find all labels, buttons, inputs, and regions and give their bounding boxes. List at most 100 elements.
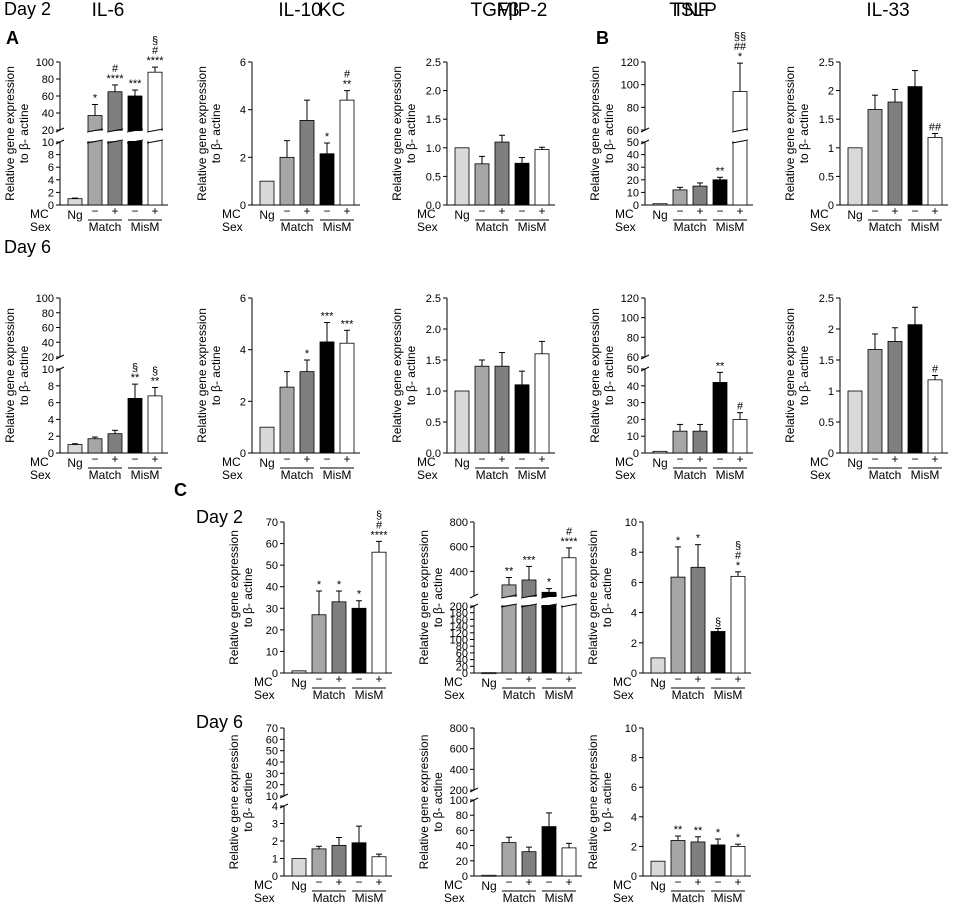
bar-4 — [339, 342, 355, 454]
y-axis-label-2: to β- actine — [241, 772, 255, 832]
x-label-mc: + — [696, 204, 703, 218]
x-label-mc: + — [303, 204, 310, 218]
signif-label: * — [736, 560, 741, 572]
y-tick-label: 80 — [627, 102, 639, 114]
bar-3 — [514, 162, 530, 206]
chart-il33_d2: IL-33 Relative gene expression to β- actin… — [783, 0, 948, 234]
bar-break-mark — [540, 603, 558, 608]
y-tick-label: 0 — [272, 668, 278, 680]
y-tick-label: 100 — [450, 795, 468, 807]
signif-label: * — [337, 579, 342, 591]
bar-break-mark — [560, 594, 578, 599]
x-label-ng: Ng — [481, 676, 496, 690]
row-label-mc: MC — [444, 675, 463, 689]
row-label-sex: Sex — [613, 688, 634, 702]
x-label-ng: Ng — [259, 456, 274, 470]
x-label-mc: − — [315, 672, 322, 686]
x-label-match: Match — [869, 468, 902, 482]
y-axis-label: Relative gene expression — [586, 735, 600, 870]
y-tick-label: 50 — [627, 364, 639, 376]
bar-break-mark — [126, 139, 144, 144]
signif-label: ** — [505, 566, 514, 578]
y-tick-label: 80 — [456, 810, 468, 822]
y-tick-label: 40 — [627, 381, 639, 393]
x-label-mc: + — [498, 204, 505, 218]
bar-4 — [732, 418, 748, 454]
day-label-row4: Day 6 — [196, 712, 243, 732]
signif-label: * — [325, 131, 330, 143]
x-label-mism: MisM — [545, 688, 574, 702]
y-tick-label: 80 — [42, 74, 54, 86]
signif-label: ** — [716, 165, 725, 177]
chart-il10_d6: Relative gene expression to β- actine 0 2 4 6… — [195, 293, 360, 482]
y-tick-label: 6 — [240, 293, 246, 305]
y-tick-label: 2 — [48, 431, 54, 443]
y-tick-label: 60 — [42, 91, 54, 103]
y-tick-label: 10 — [42, 137, 54, 149]
y-tick-label: 20 — [266, 780, 278, 792]
y-tick-label: 50 — [627, 137, 639, 149]
bar-1 — [501, 842, 517, 877]
x-label-mism: MisM — [355, 891, 384, 905]
y-tick-label: 30 — [627, 162, 639, 174]
bar-3 — [712, 382, 728, 454]
bar-0 — [291, 670, 307, 674]
x-label-mc: + — [111, 204, 118, 218]
x-label-mc: − — [315, 875, 322, 889]
y-tick-label: 2 — [272, 836, 278, 848]
signif-label: # — [344, 69, 351, 81]
y-tick-label: 0.5 — [426, 171, 441, 183]
panel-label-c: C — [174, 480, 187, 500]
x-label-mc: − — [518, 204, 525, 218]
bar-2 — [692, 430, 708, 454]
x-label-mc: + — [525, 875, 532, 889]
y-tick-label: 1 — [828, 143, 834, 155]
row-label-sex: Sex — [417, 468, 438, 482]
y-axis-label-2: to β- actine — [404, 103, 418, 163]
y-tick-label: 0.5 — [819, 171, 834, 183]
y-tick-label: 0 — [240, 448, 246, 460]
bar-break-gap — [541, 597, 557, 605]
signif-label: ** — [131, 372, 140, 384]
x-label-ng: Ng — [454, 456, 469, 470]
bar-2 — [107, 91, 123, 206]
x-label-mc: − — [676, 452, 683, 466]
x-label-mc: + — [343, 452, 350, 466]
y-tick-label: 2 — [828, 86, 834, 98]
y-tick-label: 20 — [42, 125, 54, 137]
x-label-mc: + — [343, 204, 350, 218]
row-label-sex: Sex — [30, 220, 51, 234]
y-tick-label: 40 — [456, 655, 468, 667]
bar-break-mark — [731, 128, 749, 133]
x-label-mc: − — [911, 452, 918, 466]
bar-3 — [351, 607, 367, 674]
x-label-mc: − — [676, 204, 683, 218]
axis-break-mark — [469, 593, 479, 599]
y-tick-label: 50 — [266, 560, 278, 572]
signif-label: # — [376, 519, 383, 531]
x-label-mc: − — [545, 672, 552, 686]
row-label-sex: Sex — [444, 688, 465, 702]
x-label-mc: + — [696, 452, 703, 466]
x-label-ng: Ng — [481, 879, 496, 893]
y-tick-label: 60 — [627, 352, 639, 364]
y-tick-label: 1 — [272, 854, 278, 866]
x-label-mc: − — [911, 204, 918, 218]
x-label-mc: + — [694, 875, 701, 889]
bar-0 — [259, 180, 275, 206]
bar-break-mark — [106, 139, 124, 144]
x-label-ng: Ng — [454, 208, 469, 222]
bar-break-gap — [107, 131, 123, 141]
x-label-ng: Ng — [291, 879, 306, 893]
y-tick-label: 8 — [48, 381, 54, 393]
bar-4 — [371, 551, 387, 674]
x-label-mc: − — [871, 452, 878, 466]
x-label-mc: + — [931, 452, 938, 466]
y-axis-label: Relative gene expression — [783, 308, 797, 443]
x-label-mc: − — [871, 204, 878, 218]
bar-2 — [331, 844, 347, 877]
y-tick-label: 40 — [456, 841, 468, 853]
y-tick-label: 2.5 — [819, 293, 834, 305]
y-axis-label: Relative gene expression — [195, 66, 209, 201]
